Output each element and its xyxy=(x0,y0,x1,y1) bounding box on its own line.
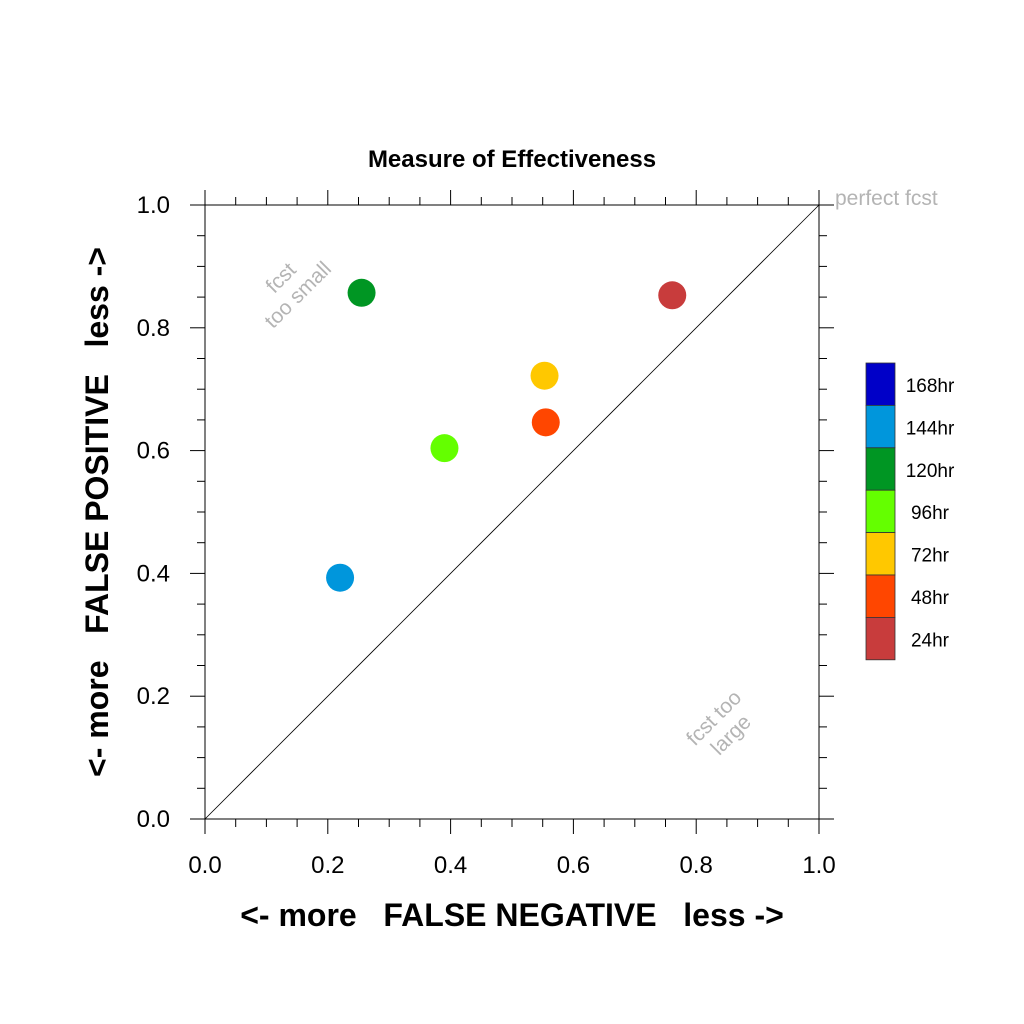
x-tick-label: 0.8 xyxy=(680,852,713,879)
legend-swatch-72hr xyxy=(865,532,896,576)
x-tick-label: 1.0 xyxy=(802,852,835,879)
point-96hr xyxy=(430,434,459,463)
legend-swatch-24hr xyxy=(865,617,896,661)
perfect-forecast-line xyxy=(204,204,820,820)
y-axis-label: <- more FALSE POSITIVE less -> xyxy=(79,247,115,777)
x-tick-label: 0.2 xyxy=(311,852,344,879)
legend-swatch-168hr xyxy=(865,362,896,406)
y-tick-label: 0.0 xyxy=(137,806,170,833)
legend-label-48hr: 48hr xyxy=(911,588,950,609)
point-48hr xyxy=(531,408,560,437)
legend-label-96hr: 96hr xyxy=(911,503,950,524)
legend-label-72hr: 72hr xyxy=(911,546,950,567)
y-tick-label: 0.2 xyxy=(137,683,170,710)
legend: 168hr 144hr 120hr 96hr 72hr 48hr 24hr xyxy=(865,362,955,661)
y-tick-label: 1.0 xyxy=(137,192,170,219)
too-small-line-2: too small xyxy=(260,257,336,333)
y-tick-label: 0.8 xyxy=(137,315,170,342)
legend-swatch-120hr xyxy=(865,447,896,491)
point-144hr xyxy=(326,563,355,592)
legend-label-168hr: 168hr xyxy=(906,376,955,397)
legend-swatch-144hr xyxy=(865,404,896,449)
x-tick-label: 0.6 xyxy=(557,852,590,879)
y-tick-label: 0.6 xyxy=(137,438,170,465)
y-tick-label: 0.4 xyxy=(137,560,170,587)
legend-label-120hr: 120hr xyxy=(906,461,955,482)
chart-title: Measure of Effectiveness xyxy=(368,146,656,173)
x-axis-label: <- more FALSE NEGATIVE less -> xyxy=(240,897,784,933)
x-tick-label: 0.0 xyxy=(188,852,221,879)
legend-label-24hr: 24hr xyxy=(911,630,950,651)
point-24hr xyxy=(658,281,687,310)
x-tick-label: 0.4 xyxy=(434,852,467,879)
legend-label-144hr: 144hr xyxy=(906,418,955,439)
legend-swatch-96hr xyxy=(865,489,896,534)
too-large-annotation: fcst too large xyxy=(682,686,756,760)
too-small-annotation: fcst too small xyxy=(260,257,336,333)
legend-swatch-48hr xyxy=(865,574,896,618)
point-72hr xyxy=(530,361,559,390)
point-120hr xyxy=(347,278,376,307)
perfect-forecast-label: perfect fcst xyxy=(835,187,938,210)
plot-area: 0.0 0.2 0.4 0.6 0.8 1.0 0.0 0.2 0.4 0.6 0.8 1.0 xyxy=(137,190,836,879)
